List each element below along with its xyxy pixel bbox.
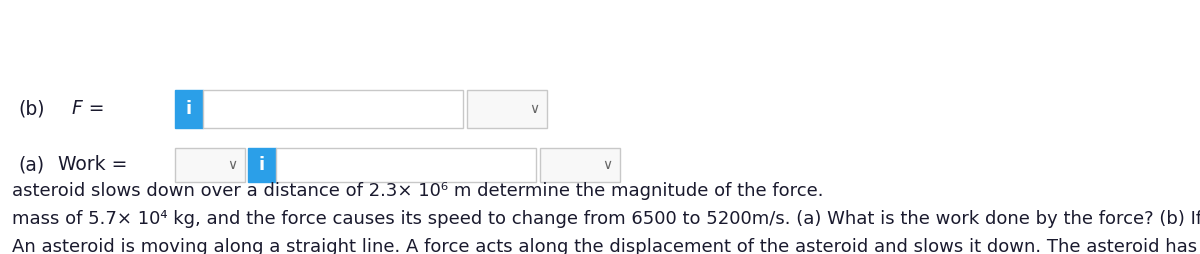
Text: An asteroid is moving along a straight line. A force acts along the displacement: An asteroid is moving along a straight l…: [12, 238, 1200, 254]
Text: ∨: ∨: [227, 158, 238, 172]
FancyBboxPatch shape: [276, 148, 536, 182]
Text: (b): (b): [18, 100, 44, 119]
FancyBboxPatch shape: [203, 90, 463, 128]
Text: i: i: [186, 100, 192, 118]
Text: i: i: [259, 156, 265, 174]
FancyBboxPatch shape: [467, 90, 547, 128]
Text: F =: F =: [72, 100, 104, 119]
Text: (a): (a): [18, 155, 44, 174]
FancyBboxPatch shape: [540, 148, 620, 182]
Text: ∨: ∨: [529, 102, 539, 116]
Text: Work =: Work =: [58, 155, 127, 174]
Text: asteroid slows down over a distance of 2.3× 10⁶ m determine the magnitude of the: asteroid slows down over a distance of 2…: [12, 182, 823, 200]
Text: mass of 5.7× 10⁴ kg, and the force causes its speed to change from 6500 to 5200m: mass of 5.7× 10⁴ kg, and the force cause…: [12, 210, 1200, 228]
FancyBboxPatch shape: [248, 148, 276, 182]
FancyBboxPatch shape: [175, 90, 203, 128]
FancyBboxPatch shape: [175, 148, 245, 182]
Text: ∨: ∨: [602, 158, 612, 172]
